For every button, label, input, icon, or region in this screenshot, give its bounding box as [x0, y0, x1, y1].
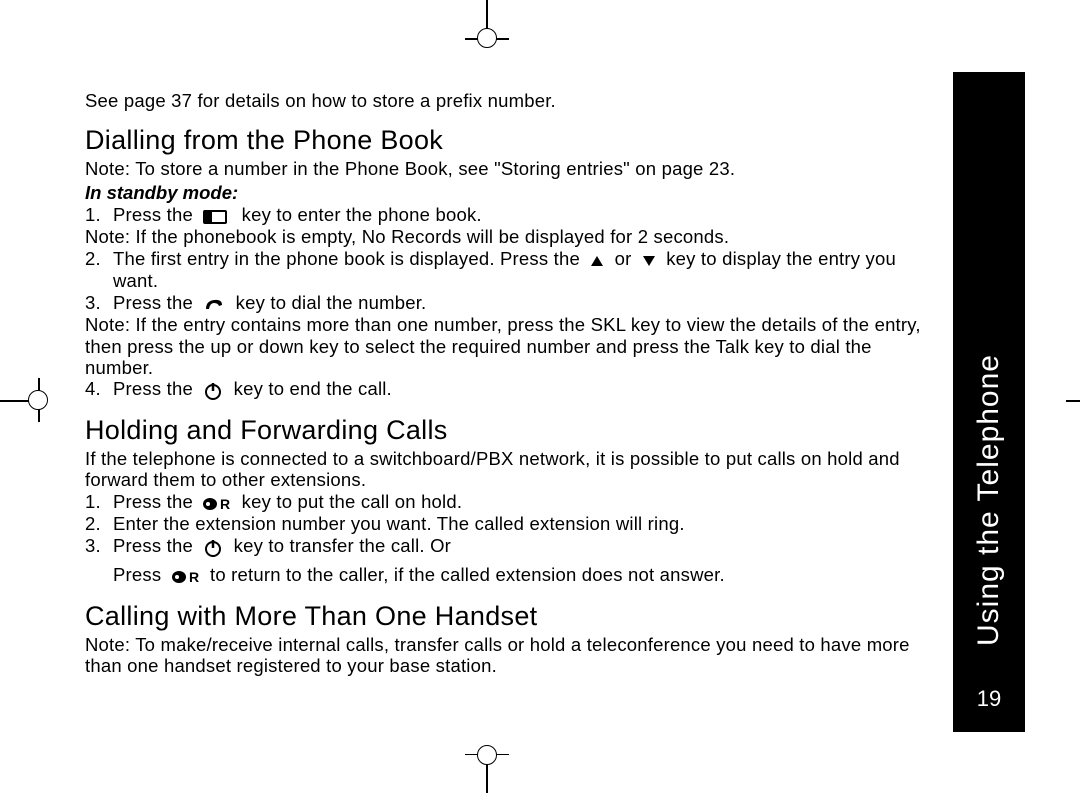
down-triangle-icon — [641, 249, 657, 270]
talk-handset-icon — [202, 293, 226, 314]
intro-text: See page 37 for details on how to store … — [85, 90, 935, 111]
up-triangle-icon — [589, 249, 605, 270]
section1-step3-note: Note: If the entry contains more than on… — [85, 314, 935, 378]
section3-heading: Calling with More Than One Handset — [85, 601, 935, 632]
section1-mode: In standby mode: — [85, 182, 935, 204]
section1-heading: Dialling from the Phone Book — [85, 125, 935, 156]
section1-step3: 3. Press the key to dial the number. — [85, 292, 935, 315]
phonebook-icon — [202, 205, 232, 226]
svg-text:R: R — [189, 569, 199, 585]
section1-note: Note: To store a number in the Phone Boo… — [85, 158, 935, 179]
page-number: 19 — [977, 686, 1001, 712]
section2-heading: Holding and Forwarding Calls — [85, 415, 935, 446]
section1-step1: 1. Press the key to enter the phone book… — [85, 204, 935, 227]
power-end-icon — [202, 536, 224, 558]
chapter-title: Using the Telephone — [972, 354, 1006, 646]
manual-page: Using the Telephone 19 See page 37 for d… — [85, 72, 1025, 732]
section1-step4: 4. Press the key to end the call. — [85, 378, 935, 401]
svg-text:R: R — [220, 496, 230, 512]
section3-note: Note: To make/receive internal calls, tr… — [85, 634, 935, 677]
section1-step1-note: Note: If the phonebook is empty, No Reco… — [85, 226, 935, 247]
recall-r-icon: R — [171, 565, 201, 586]
section2-step3: 3. Press the key to transfer the call. O… — [85, 535, 935, 558]
section2-step3-alt: Press R to return to the caller, if the … — [85, 564, 935, 587]
page-content: See page 37 for details on how to store … — [85, 90, 935, 676]
chapter-tab: Using the Telephone 19 — [953, 72, 1025, 732]
power-end-icon — [202, 379, 224, 401]
recall-r-icon: R — [202, 492, 232, 513]
section1-step2: 2. The first entry in the phone book is … — [85, 248, 935, 292]
section2-step1: 1. Press the R key to put the call on ho… — [85, 491, 935, 514]
section2-step2: 2. Enter the extension number you want. … — [85, 513, 935, 534]
section2-intro: If the telephone is connected to a switc… — [85, 448, 935, 491]
